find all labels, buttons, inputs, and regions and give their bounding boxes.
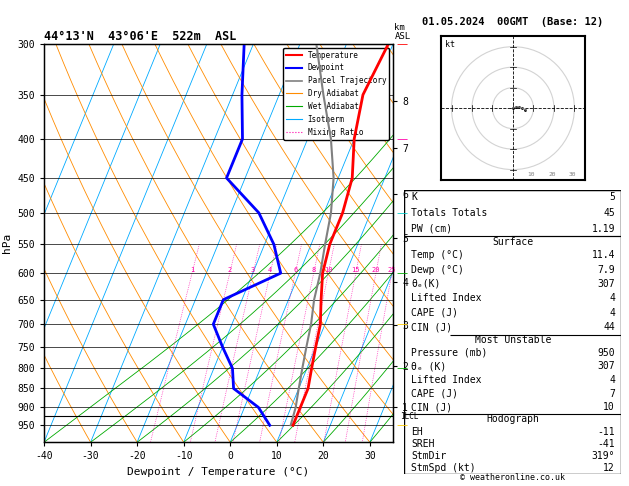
Text: Hodograph: Hodograph	[486, 414, 540, 424]
Text: 7.9: 7.9	[598, 264, 615, 275]
Text: 307: 307	[598, 279, 615, 289]
Text: Most Unstable: Most Unstable	[475, 335, 551, 345]
Text: 1LCL: 1LCL	[400, 412, 419, 421]
Text: 15: 15	[352, 267, 360, 273]
Text: 7: 7	[609, 389, 615, 399]
Text: Totals Totals: Totals Totals	[411, 208, 487, 218]
Text: © weatheronline.co.uk: © weatheronline.co.uk	[460, 473, 565, 482]
X-axis label: Dewpoint / Temperature (°C): Dewpoint / Temperature (°C)	[128, 467, 309, 477]
Text: 4: 4	[609, 294, 615, 303]
Text: EH: EH	[411, 427, 423, 436]
Text: Dewp (°C): Dewp (°C)	[411, 264, 464, 275]
Text: 45: 45	[603, 208, 615, 218]
Text: 2: 2	[228, 267, 232, 273]
Text: 10: 10	[528, 172, 535, 177]
Text: —: —	[396, 208, 408, 218]
Text: 30: 30	[569, 172, 576, 177]
Bar	[404, 190, 621, 237]
Text: -41: -41	[598, 439, 615, 449]
Text: K: K	[411, 192, 417, 202]
Text: 1.19: 1.19	[591, 224, 615, 234]
Text: 25: 25	[387, 267, 396, 273]
Text: 8: 8	[311, 267, 316, 273]
Text: 319°: 319°	[591, 451, 615, 461]
Text: 44°13'N  43°06'E  522m  ASL: 44°13'N 43°06'E 522m ASL	[44, 30, 237, 43]
Text: CIN (J): CIN (J)	[411, 322, 452, 332]
Legend: Temperature, Dewpoint, Parcel Trajectory, Dry Adiabat, Wet Adiabat, Isotherm, Mi: Temperature, Dewpoint, Parcel Trajectory…	[283, 48, 389, 139]
Text: —: —	[396, 364, 408, 373]
Text: 11.4: 11.4	[591, 250, 615, 260]
Text: 20: 20	[372, 267, 380, 273]
Text: 3: 3	[251, 267, 255, 273]
Text: —: —	[396, 268, 408, 278]
Text: Surface: Surface	[493, 237, 533, 246]
Text: 01.05.2024  00GMT  (Base: 12): 01.05.2024 00GMT (Base: 12)	[422, 17, 604, 27]
Text: —: —	[396, 319, 408, 329]
Text: Temp (°C): Temp (°C)	[411, 250, 464, 260]
Text: Lifted Index: Lifted Index	[411, 294, 481, 303]
Text: θₑ (K): θₑ (K)	[411, 362, 446, 371]
Text: 4: 4	[609, 375, 615, 385]
Text: PW (cm): PW (cm)	[411, 224, 452, 234]
Text: 10: 10	[324, 267, 333, 273]
Text: StmSpd (kt): StmSpd (kt)	[411, 463, 476, 473]
Text: 10: 10	[603, 402, 615, 412]
Text: SREH: SREH	[411, 439, 435, 449]
Text: 44: 44	[603, 322, 615, 332]
Text: —: —	[396, 39, 408, 49]
Text: 307: 307	[598, 362, 615, 371]
Text: Pressure (mb): Pressure (mb)	[411, 348, 487, 358]
Text: CIN (J): CIN (J)	[411, 402, 452, 412]
Text: 950: 950	[598, 348, 615, 358]
Text: 4: 4	[268, 267, 272, 273]
Text: CAPE (J): CAPE (J)	[411, 389, 458, 399]
Text: 1: 1	[190, 267, 194, 273]
Text: StmDir: StmDir	[411, 451, 446, 461]
Text: 20: 20	[548, 172, 555, 177]
Text: km
ASL: km ASL	[394, 23, 411, 41]
Text: 6: 6	[293, 267, 298, 273]
Text: 5: 5	[609, 192, 615, 202]
Text: 12: 12	[603, 463, 615, 473]
Y-axis label: hPa: hPa	[2, 233, 12, 253]
Text: CAPE (J): CAPE (J)	[411, 308, 458, 318]
Text: —: —	[396, 420, 408, 430]
Text: θₑ(K): θₑ(K)	[411, 279, 440, 289]
Text: -11: -11	[598, 427, 615, 436]
Text: Lifted Index: Lifted Index	[411, 375, 481, 385]
Text: —: —	[396, 134, 408, 144]
Text: kt: kt	[445, 40, 455, 49]
Text: 4: 4	[609, 308, 615, 318]
